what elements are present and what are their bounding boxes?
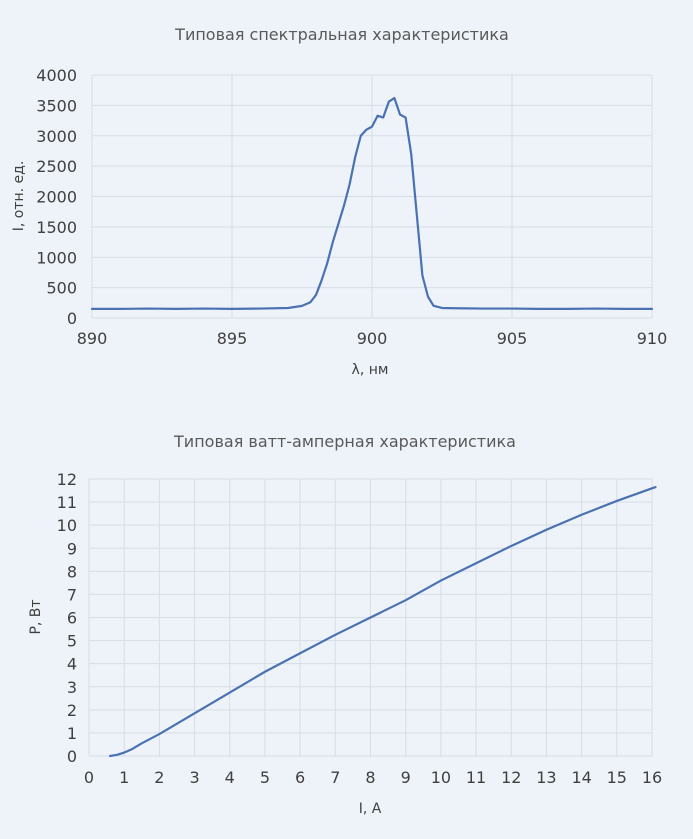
spectral-chart-title: Типовая спектральная характеристика — [174, 25, 509, 44]
power-current-chart-y-axis-label: P, Вт — [28, 599, 44, 634]
x-tick-label: 11 — [466, 768, 486, 787]
spectral-chart: Типовая спектральная характеристика 0 500… — [11, 25, 667, 378]
y-tick-label: 2000 — [36, 188, 77, 207]
x-tick-label: 0 — [84, 768, 94, 787]
y-tick-label: 7 — [67, 585, 77, 604]
x-tick-label: 14 — [571, 768, 591, 787]
spectral-chart-x-ticks: 890 895 900 905 910 — [77, 329, 668, 348]
y-tick-label: 4 — [67, 655, 77, 674]
y-tick-label: 3 — [67, 678, 77, 697]
power-current-chart-gridlines — [88, 478, 653, 757]
y-tick-label: 9 — [67, 539, 77, 558]
y-tick-label: 0 — [67, 309, 77, 328]
x-tick-label: 16 — [642, 768, 662, 787]
y-tick-label: 2 — [67, 701, 77, 720]
x-tick-label: 7 — [330, 768, 340, 787]
x-tick-label: 900 — [357, 329, 388, 348]
y-tick-label: 8 — [67, 562, 77, 581]
y-tick-label: 2500 — [36, 157, 77, 176]
x-tick-label: 8 — [365, 768, 375, 787]
y-tick-label: 1500 — [36, 218, 77, 237]
y-tick-label: 0 — [67, 747, 77, 766]
y-tick-label: 11 — [57, 493, 77, 512]
y-tick-label: 4000 — [36, 66, 77, 85]
series-line — [90, 96, 654, 310]
y-tick-label: 3000 — [36, 127, 77, 146]
y-tick-label: 6 — [67, 609, 77, 628]
x-tick-label: 2 — [154, 768, 164, 787]
power-current-chart-x-ticks: 0 1 2 3 4 5 6 7 8 9 10 11 12 13 14 15 16 — [84, 768, 662, 787]
power-current-chart-x-axis-label: I, А — [359, 801, 382, 817]
y-tick-label: 1 — [67, 724, 77, 743]
spectral-chart-x-axis-label: λ, нм — [352, 362, 389, 378]
x-tick-label: 895 — [217, 329, 248, 348]
spectral-chart-y-axis-label: I, отн. ед. — [11, 161, 27, 232]
x-tick-label: 10 — [431, 768, 451, 787]
x-tick-label: 4 — [225, 768, 235, 787]
power-current-chart-title: Типовая ватт-амперная характеристика — [173, 432, 516, 451]
spectral-chart-series — [90, 96, 654, 310]
y-tick-label: 12 — [57, 470, 77, 489]
x-tick-label: 13 — [536, 768, 556, 787]
x-tick-label: 890 — [77, 329, 108, 348]
series-line — [109, 485, 657, 758]
spectral-chart-y-ticks: 0 500 1000 1500 2000 2500 3000 3500 4000 — [36, 66, 77, 328]
power-current-chart-series — [109, 485, 657, 758]
x-tick-label: 12 — [501, 768, 521, 787]
y-tick-label: 10 — [57, 516, 77, 535]
x-tick-label: 5 — [260, 768, 270, 787]
y-tick-label: 1000 — [36, 248, 77, 267]
x-tick-label: 1 — [119, 768, 129, 787]
x-tick-label: 905 — [497, 329, 528, 348]
x-tick-label: 6 — [295, 768, 305, 787]
x-tick-label: 9 — [401, 768, 411, 787]
spectral-chart-gridlines — [91, 74, 653, 319]
y-tick-label: 3500 — [36, 96, 77, 115]
x-tick-label: 3 — [189, 768, 199, 787]
x-tick-label: 15 — [607, 768, 627, 787]
power-current-chart: Типовая ватт-амперная характеристика 012… — [28, 432, 662, 817]
x-tick-label: 910 — [637, 329, 668, 348]
y-tick-label: 500 — [46, 279, 77, 298]
y-tick-label: 5 — [67, 632, 77, 651]
